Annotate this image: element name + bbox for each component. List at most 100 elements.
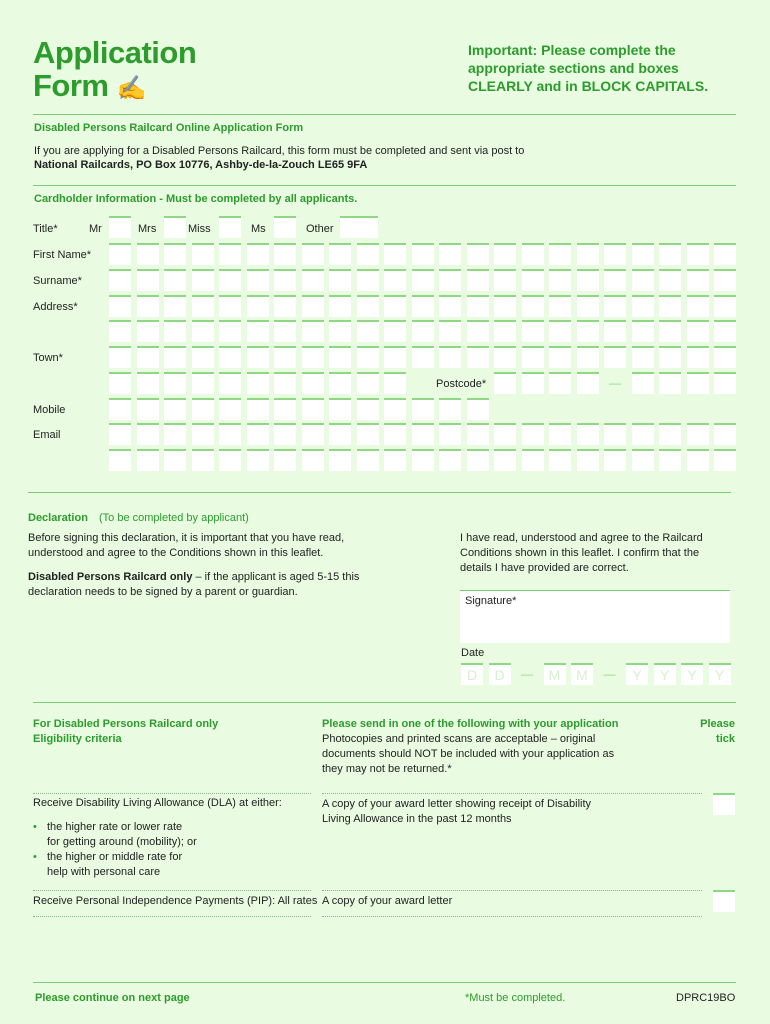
address-line-1-char-box[interactable] — [439, 295, 461, 317]
email-line-2-char-box[interactable] — [329, 449, 351, 471]
town-char-box[interactable] — [631, 346, 654, 368]
surname-char-box[interactable] — [631, 269, 654, 291]
surname-char-box[interactable] — [109, 269, 131, 291]
surname-char-box[interactable] — [714, 269, 736, 291]
town-char-box[interactable] — [494, 346, 516, 368]
town-char-box[interactable] — [659, 346, 681, 368]
address-line-2-char-box[interactable] — [549, 320, 571, 342]
address-line-1-char-box[interactable] — [494, 295, 516, 317]
postcode-char-box[interactable] — [659, 372, 681, 394]
email-line-1-char-box[interactable] — [301, 423, 324, 445]
first-name-char-box[interactable] — [164, 243, 186, 265]
first-name-char-box[interactable] — [411, 243, 434, 265]
surname-char-box[interactable] — [384, 269, 406, 291]
surname-char-box[interactable] — [439, 269, 461, 291]
surname-char-box[interactable] — [136, 269, 159, 291]
address-line-1-char-box[interactable] — [604, 295, 626, 317]
town-char-box[interactable] — [439, 346, 461, 368]
first-name-char-box[interactable] — [301, 243, 324, 265]
date-char-box[interactable]: M — [571, 663, 593, 685]
first-name-char-box[interactable] — [466, 243, 489, 265]
signature-field[interactable]: Signature* — [460, 590, 730, 643]
address-extra-char-box[interactable] — [191, 372, 214, 394]
email-line-1-char-box[interactable] — [274, 423, 296, 445]
email-line-2-char-box[interactable] — [109, 449, 131, 471]
town-char-box[interactable] — [576, 346, 599, 368]
email-line-1-char-box[interactable] — [576, 423, 599, 445]
address-line-2-char-box[interactable] — [246, 320, 269, 342]
email-line-1-char-box[interactable] — [549, 423, 571, 445]
first-name-char-box[interactable] — [219, 243, 241, 265]
email-line-1-char-box[interactable] — [109, 423, 131, 445]
address-line-1-char-box[interactable] — [164, 295, 186, 317]
email-line-1-char-box[interactable] — [631, 423, 654, 445]
surname-char-box[interactable] — [219, 269, 241, 291]
town-char-box[interactable] — [329, 346, 351, 368]
first-name-char-box[interactable] — [631, 243, 654, 265]
town-char-box[interactable] — [274, 346, 296, 368]
address-line-2-char-box[interactable] — [301, 320, 324, 342]
address-line-2-char-box[interactable] — [604, 320, 626, 342]
first-name-char-box[interactable] — [109, 243, 131, 265]
first-name-char-box[interactable] — [494, 243, 516, 265]
first-name-char-box[interactable] — [439, 243, 461, 265]
address-line-1-char-box[interactable] — [219, 295, 241, 317]
surname-char-box[interactable] — [356, 269, 379, 291]
address-line-2-char-box[interactable] — [164, 320, 186, 342]
address-line-2-char-box[interactable] — [136, 320, 159, 342]
email-line-2-char-box[interactable] — [686, 449, 709, 471]
address-line-1-char-box[interactable] — [274, 295, 296, 317]
date-char-box[interactable]: Y — [626, 663, 648, 685]
address-extra-char-box[interactable] — [246, 372, 269, 394]
postcode-char-box[interactable] — [521, 372, 544, 394]
email-line-2-char-box[interactable] — [631, 449, 654, 471]
address-line-1-char-box[interactable] — [246, 295, 269, 317]
email-line-2-char-box[interactable] — [466, 449, 489, 471]
title-other-input[interactable] — [340, 216, 378, 238]
town-char-box[interactable] — [521, 346, 544, 368]
surname-char-box[interactable] — [329, 269, 351, 291]
email-line-2-char-box[interactable] — [274, 449, 296, 471]
postcode-char-box[interactable] — [686, 372, 709, 394]
surname-char-box[interactable] — [494, 269, 516, 291]
mobile-char-box[interactable] — [136, 398, 159, 420]
address-line-1-char-box[interactable] — [576, 295, 599, 317]
email-line-1-char-box[interactable] — [494, 423, 516, 445]
surname-char-box[interactable] — [659, 269, 681, 291]
email-line-1-char-box[interactable] — [136, 423, 159, 445]
email-line-1-char-box[interactable] — [219, 423, 241, 445]
pip-tick-checkbox[interactable] — [713, 890, 735, 912]
address-line-2-char-box[interactable] — [219, 320, 241, 342]
address-extra-char-box[interactable] — [136, 372, 159, 394]
town-char-box[interactable] — [714, 346, 736, 368]
email-line-2-char-box[interactable] — [521, 449, 544, 471]
first-name-char-box[interactable] — [274, 243, 296, 265]
email-line-2-char-box[interactable] — [384, 449, 406, 471]
postcode-char-box[interactable] — [549, 372, 571, 394]
email-line-1-char-box[interactable] — [329, 423, 351, 445]
email-line-2-char-box[interactable] — [659, 449, 681, 471]
title-mrs-checkbox[interactable] — [164, 216, 186, 238]
mobile-char-box[interactable] — [191, 398, 214, 420]
email-line-1-char-box[interactable] — [521, 423, 544, 445]
mobile-char-box[interactable] — [164, 398, 186, 420]
date-char-box[interactable]: D — [461, 663, 483, 685]
mobile-char-box[interactable] — [356, 398, 379, 420]
address-line-2-char-box[interactable] — [466, 320, 489, 342]
email-line-2-char-box[interactable] — [219, 449, 241, 471]
email-line-2-char-box[interactable] — [576, 449, 599, 471]
email-line-2-char-box[interactable] — [301, 449, 324, 471]
address-line-2-char-box[interactable] — [274, 320, 296, 342]
surname-char-box[interactable] — [521, 269, 544, 291]
town-char-box[interactable] — [384, 346, 406, 368]
first-name-char-box[interactable] — [356, 243, 379, 265]
first-name-char-box[interactable] — [604, 243, 626, 265]
mobile-char-box[interactable] — [246, 398, 269, 420]
surname-char-box[interactable] — [191, 269, 214, 291]
surname-char-box[interactable] — [576, 269, 599, 291]
surname-char-box[interactable] — [604, 269, 626, 291]
title-ms-checkbox[interactable] — [274, 216, 296, 238]
first-name-char-box[interactable] — [686, 243, 709, 265]
surname-char-box[interactable] — [466, 269, 489, 291]
mobile-char-box[interactable] — [219, 398, 241, 420]
